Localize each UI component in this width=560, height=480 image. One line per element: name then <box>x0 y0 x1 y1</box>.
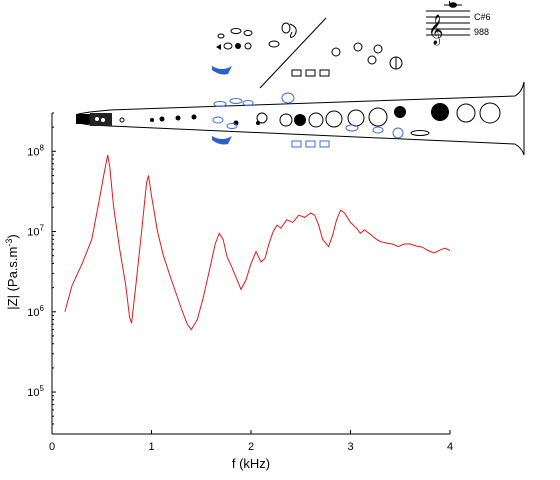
x-tick-label: 2 <box>248 441 254 453</box>
x-tick-label: 0 <box>49 441 55 453</box>
y-tick-label: 106 <box>27 304 44 319</box>
y-tick-label: 108 <box>27 143 44 158</box>
x-tick-label: 3 <box>347 441 353 453</box>
impedance-series-line <box>64 154 451 331</box>
x-tick-label: 1 <box>148 441 154 453</box>
note-frequency-label: 988 <box>474 27 489 37</box>
x-tick-label: 4 <box>447 441 453 453</box>
saxophone-illustration: 𝄞 <box>76 1 525 156</box>
svg-text:𝄞: 𝄞 <box>428 14 443 46</box>
y-axis-ticks: 105 106 107 108 <box>27 112 56 435</box>
x-axis-ticks: 0 1 2 3 4 <box>49 430 453 453</box>
note-name-label: C#6 <box>474 12 491 22</box>
y-axis-label: |Z| (Pa.s.m-3) <box>4 234 20 309</box>
y-tick-label: 107 <box>27 224 44 239</box>
x-axis-label: f (kHz) <box>232 456 270 471</box>
y-tick-label: 105 <box>27 384 44 399</box>
